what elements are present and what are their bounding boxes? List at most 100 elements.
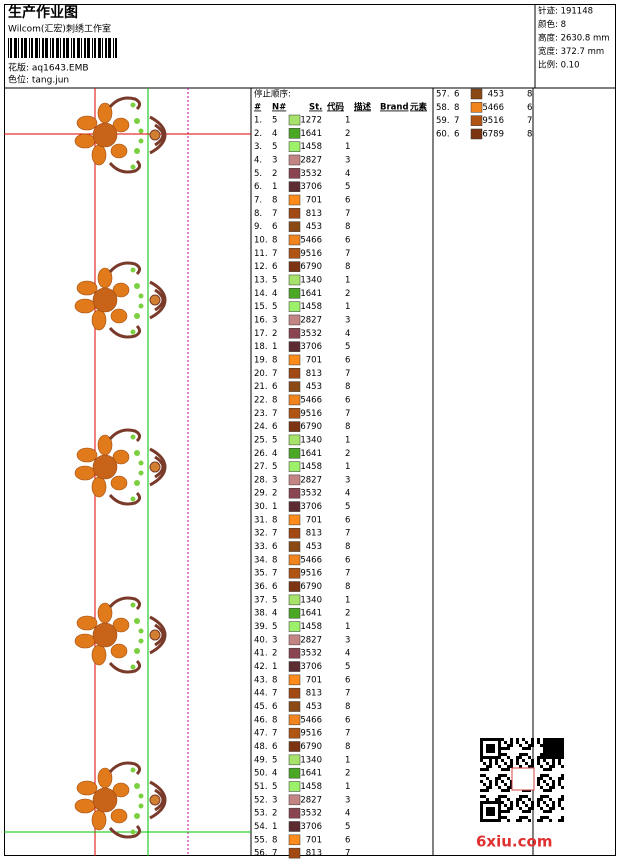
qr-module: [555, 756, 558, 759]
stop-number: 42.: [254, 662, 268, 672]
qr-module: [558, 783, 561, 786]
column-header: 描述: [354, 102, 372, 113]
color-swatch: [288, 234, 301, 246]
qr-module: [492, 801, 495, 804]
page-border: [4, 4, 616, 856]
bar-stripe: [63, 38, 65, 58]
needle: 8: [272, 195, 277, 205]
qr-module: [549, 810, 552, 813]
needle: 1: [272, 182, 277, 192]
needle: 3: [272, 795, 277, 805]
stop-number: 3.: [254, 142, 262, 152]
element: 3: [345, 315, 350, 325]
qr-module: [558, 759, 561, 762]
needle: 8: [272, 715, 277, 725]
qr-module: [507, 810, 510, 813]
qr-module: [531, 762, 534, 765]
qr-module: [531, 804, 534, 807]
qr-module: [528, 765, 531, 768]
qr-module: [492, 738, 495, 741]
stop-number: 26.: [254, 449, 268, 459]
element: 5: [345, 502, 350, 512]
stop-number: 34.: [254, 555, 268, 565]
qr-module: [483, 768, 486, 771]
qr-module: [537, 819, 540, 822]
qr-module: [522, 810, 525, 813]
element: 7: [527, 116, 532, 126]
qr-module: [522, 816, 525, 819]
needle: 1: [272, 342, 277, 352]
qr-module: [552, 780, 555, 783]
thread-code: 453: [306, 702, 322, 712]
stop-number: 56.: [254, 849, 268, 859]
qr-module: [531, 801, 534, 804]
stop-number: 35.: [254, 569, 268, 579]
element: 7: [345, 209, 350, 219]
thread-code: 2827: [300, 795, 322, 805]
qr-module: [504, 747, 507, 750]
element: 1: [345, 462, 350, 472]
stop-number: 47.: [254, 729, 268, 739]
qr-module: [528, 747, 531, 750]
qr-module: [546, 744, 549, 747]
qr-module: [531, 738, 534, 741]
stop-number: 2.: [254, 129, 262, 139]
stop-number: 20.: [254, 369, 268, 379]
qr-module: [507, 786, 510, 789]
qr-module: [528, 810, 531, 813]
thread-code: 9516: [300, 569, 322, 579]
qr-module: [546, 762, 549, 765]
qr-module: [552, 738, 555, 741]
element: 8: [345, 382, 350, 392]
qr-module: [525, 753, 528, 756]
qr-module: [537, 780, 540, 783]
thread-code: 1641: [300, 289, 322, 299]
qr-module: [498, 744, 501, 747]
element: 4: [345, 169, 350, 179]
element: 1: [345, 275, 350, 285]
qr-module: [537, 783, 540, 786]
color-swatch: [288, 501, 301, 512]
qr-module: [516, 819, 519, 822]
qr-module: [486, 813, 489, 816]
qr-module: [486, 819, 489, 822]
element: 2: [345, 289, 350, 299]
stop-number: 37.: [254, 595, 268, 605]
thread-code: 3706: [300, 662, 322, 672]
stop-number: 59.: [436, 116, 450, 126]
needle: 6: [272, 262, 277, 272]
qr-module: [510, 741, 513, 744]
qr-module: [558, 753, 561, 756]
thread-code: 1458: [300, 302, 322, 312]
color-swatch: [288, 408, 301, 419]
qr-module: [549, 741, 552, 744]
qr-module: [555, 741, 558, 744]
qr-module: [543, 750, 546, 753]
thread-code: 2827: [300, 315, 322, 325]
qr-module: [525, 816, 528, 819]
thread-code: 2827: [300, 635, 322, 645]
element: 2: [345, 449, 350, 459]
qr-module: [561, 756, 564, 759]
qr-module: [498, 750, 501, 753]
needle: 2: [272, 649, 277, 659]
qr-module: [489, 783, 492, 786]
qr-module: [501, 768, 504, 771]
thread-code: 701: [306, 195, 322, 205]
bar-stripe: [60, 38, 61, 58]
element: 1: [345, 302, 350, 312]
needle: 6: [454, 90, 459, 100]
qr-module: [531, 765, 534, 768]
element: 3: [345, 475, 350, 485]
thread-code: 3706: [300, 182, 322, 192]
qr-module: [519, 816, 522, 819]
qr-module: [504, 783, 507, 786]
colorway: 色位: tang.jun: [8, 74, 69, 86]
qr-module: [561, 741, 564, 744]
stop-number: 21.: [254, 382, 268, 392]
qr-module: [480, 741, 483, 744]
color-swatch: [288, 714, 301, 726]
needle: 2: [272, 329, 277, 339]
qr-module: [480, 774, 483, 777]
qr-module: [552, 756, 555, 759]
